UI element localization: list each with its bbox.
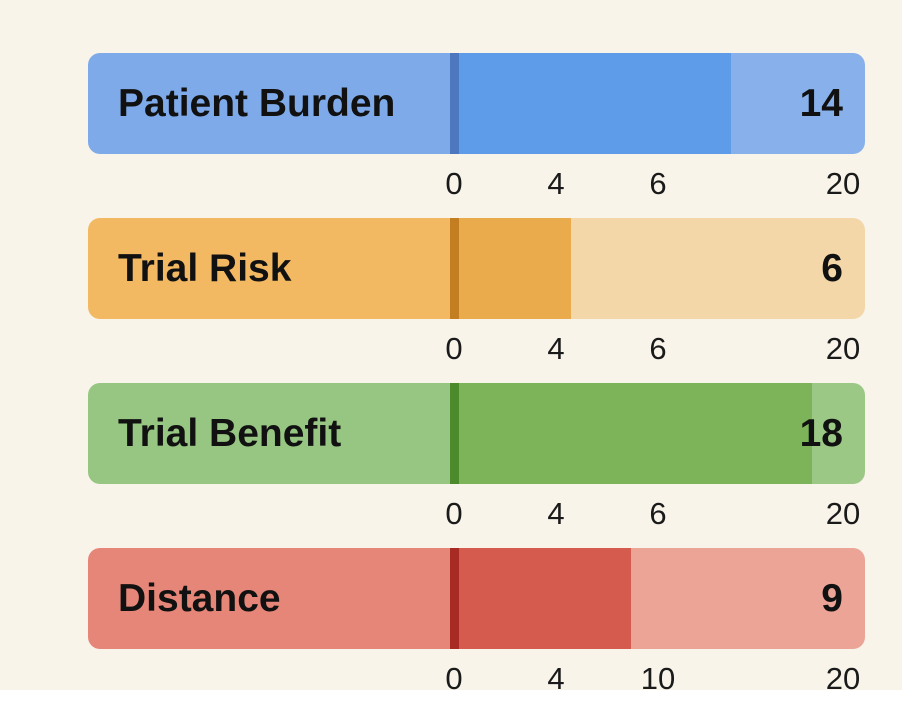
zero-line (450, 53, 459, 154)
x-tick-label: 0 (445, 166, 463, 201)
x-tick-label: 20 (825, 331, 861, 366)
bar-label-area (88, 548, 450, 649)
bar-label: Trial Benefit (118, 412, 342, 455)
bar-fill (450, 218, 571, 319)
bar-trial-benefit: Trial Benefit 18 (88, 383, 865, 484)
x-tick-label: 0 (445, 661, 463, 690)
bar-group-patient-burden: Patient Burden 14 0 4 6 20 (88, 53, 865, 203)
bar-label-area (88, 218, 450, 319)
x-tick-label: 4 (547, 661, 565, 690)
x-tick-label: 20 (825, 496, 861, 531)
bar-group-distance: Distance 9 0 4 10 20 (88, 548, 865, 690)
bar-group-trial-risk: Trial Risk 6 0 4 6 20 (88, 218, 865, 368)
x-tick-label: 20 (825, 661, 861, 690)
zero-line (450, 218, 459, 319)
bar-label-area (88, 53, 450, 154)
value-label: 6 (821, 247, 843, 290)
bar-group-trial-benefit: Trial Benefit 18 0 4 6 20 (88, 383, 865, 533)
zero-line (450, 383, 459, 484)
x-tick-label: 4 (547, 496, 565, 531)
bar-fill (450, 53, 731, 154)
x-tick-label: 0 (445, 331, 463, 366)
bar-label: Patient Burden (118, 82, 396, 125)
value-label: 9 (821, 577, 843, 620)
bar-label: Distance (118, 577, 281, 620)
value-label: 14 (799, 82, 843, 125)
x-tick-label: 6 (649, 166, 667, 201)
bar-fill (450, 383, 812, 484)
x-tick-label: 6 (649, 331, 667, 366)
value-label: 18 (799, 412, 843, 455)
bar-distance: Distance 9 (88, 548, 865, 649)
x-tick-label: 0 (445, 496, 463, 531)
bar-label: Trial Risk (118, 247, 292, 290)
bar-fill (450, 548, 631, 649)
bar-label-area (88, 383, 450, 484)
x-tick-label: 10 (640, 661, 676, 690)
x-tick-label: 6 (649, 496, 667, 531)
bar-trial-risk: Trial Risk 6 (88, 218, 865, 319)
x-tick-label: 4 (547, 331, 565, 366)
zero-line (450, 548, 459, 649)
bar-patient-burden: Patient Burden 14 (88, 53, 865, 154)
x-tick-label: 20 (825, 166, 861, 201)
x-tick-label: 4 (547, 166, 565, 201)
